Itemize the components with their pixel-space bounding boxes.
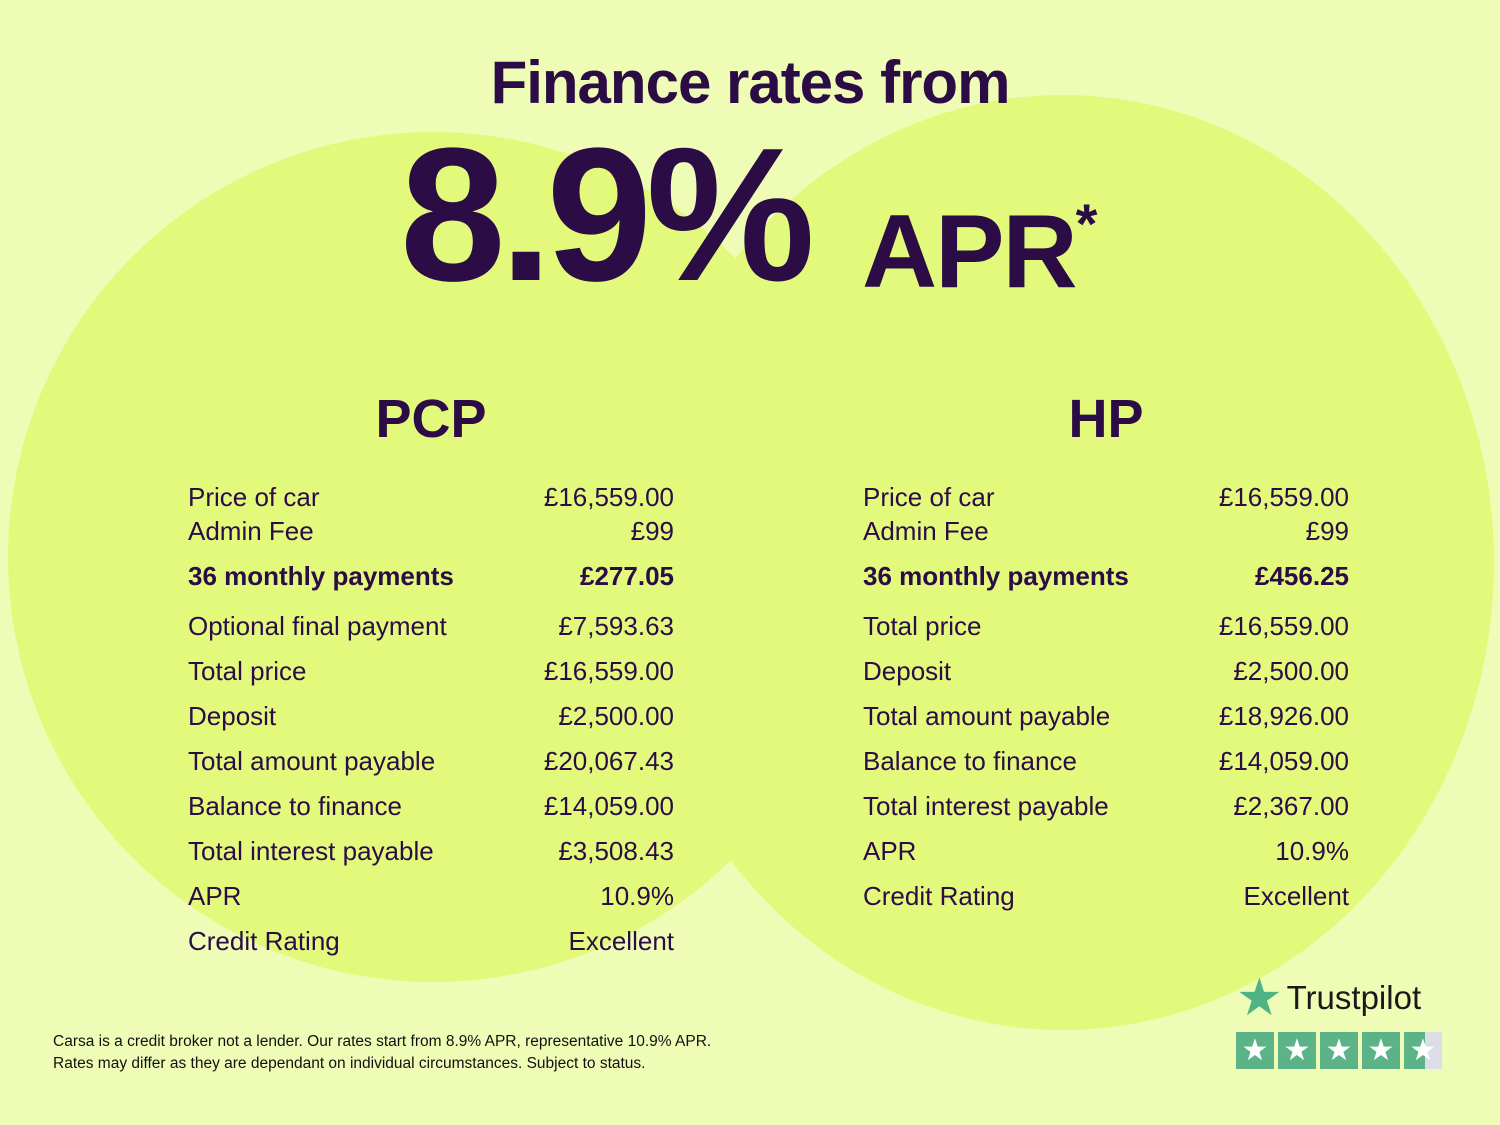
plan-title: PCP xyxy=(375,389,487,449)
trustpilot-star-icon: ★ xyxy=(1236,969,1283,1027)
row-label: Deposit xyxy=(188,701,277,731)
row-label: Price of car xyxy=(188,482,320,512)
table-row: Admin Fee £99 xyxy=(863,514,1349,548)
disclaimer-line: Rates may differ as they are dependant o… xyxy=(53,1055,646,1072)
table-row: Price of car £16,559.00 xyxy=(188,480,674,514)
row-value: £2,367.00 xyxy=(1233,791,1349,821)
table-row: Credit Rating Excellent xyxy=(188,919,674,964)
table-row: Admin Fee £99 xyxy=(188,514,674,548)
table-row: Total price £16,559.00 xyxy=(863,604,1349,649)
row-value: £14,059.00 xyxy=(543,791,674,821)
table-row: Total amount payable £18,926.00 xyxy=(863,694,1349,739)
row-value: £20,067.43 xyxy=(543,746,674,776)
row-label: Total interest payable xyxy=(188,836,434,866)
table-row: Credit Rating Excellent xyxy=(863,874,1349,919)
table-row: APR 10.9% xyxy=(863,829,1349,874)
row-value: £99 xyxy=(1305,516,1349,546)
table-row: Deposit £2,500.00 xyxy=(863,649,1349,694)
table-row: 36 monthly payments £456.25 xyxy=(863,548,1349,604)
trustpilot-badge: ★ Trustpilot ★ ★ ★ ★ ★ xyxy=(1236,972,1442,1069)
row-value: £277.05 xyxy=(580,561,674,591)
row-value: £14,059.00 xyxy=(1218,746,1349,776)
row-label: Balance to finance xyxy=(863,746,1077,776)
headline: Finance rates from xyxy=(490,49,1011,116)
row-value: £99 xyxy=(630,516,674,546)
row-value: 10.9% xyxy=(600,881,674,911)
row-label: Optional final payment xyxy=(188,611,447,641)
row-label: 36 monthly payments xyxy=(863,561,1129,591)
row-value: Excellent xyxy=(1243,881,1350,911)
headline-apr: APR* xyxy=(862,196,1097,305)
row-label: Balance to finance xyxy=(188,791,402,821)
row-value: Excellent xyxy=(568,926,675,956)
table-row: Total price £16,559.00 xyxy=(188,649,674,694)
disclaimer: Carsa is a credit broker not a lender. O… xyxy=(53,1031,711,1075)
row-label: Deposit xyxy=(863,656,952,686)
asterisk: * xyxy=(1075,192,1098,255)
row-value: £456.25 xyxy=(1255,561,1349,591)
table-row: Optional final payment £7,593.63 xyxy=(188,604,674,649)
background-circle-right xyxy=(632,95,1494,1030)
trustpilot-label: Trustpilot xyxy=(1286,979,1422,1016)
disclaimer-line: Carsa is a credit broker not a lender. O… xyxy=(53,1033,712,1050)
row-label: Price of car xyxy=(863,482,995,512)
row-label: Credit Rating xyxy=(863,881,1015,911)
star-icon: ★ xyxy=(1278,1032,1316,1069)
star-icon: ★ xyxy=(1320,1032,1358,1069)
row-value: £3,508.43 xyxy=(558,836,674,866)
row-value: 10.9% xyxy=(1275,836,1349,866)
row-value: £16,559.00 xyxy=(1218,611,1349,641)
row-label: APR xyxy=(188,881,242,911)
row-value: £18,926.00 xyxy=(1218,701,1349,731)
row-label: Admin Fee xyxy=(188,516,314,546)
plan-title: HP xyxy=(1068,389,1144,449)
headline-rate: 8.9% xyxy=(400,109,815,321)
pcp-table: PCP Price of car £16,559.00 Admin Fee £99 36… xyxy=(188,388,674,964)
row-value: £2,500.00 xyxy=(558,701,674,731)
trustpilot-rating: ★ ★ ★ ★ ★ xyxy=(1236,1032,1442,1069)
row-value: £16,559.00 xyxy=(543,656,674,686)
row-label: APR xyxy=(863,836,917,866)
table-row: 36 monthly payments £277.05 xyxy=(188,548,674,604)
row-label: Total amount payable xyxy=(188,746,436,776)
row-value: £16,559.00 xyxy=(1218,482,1349,512)
row-label: Total price xyxy=(188,656,307,686)
table-row: Balance to finance £14,059.00 xyxy=(863,739,1349,784)
row-label: Total price xyxy=(863,611,982,641)
star-icon: ★ xyxy=(1362,1032,1400,1069)
row-value: £2,500.00 xyxy=(1233,656,1349,686)
row-label: Total interest payable xyxy=(863,791,1109,821)
half-star-icon: ★ xyxy=(1404,1032,1442,1069)
row-value: £7,593.63 xyxy=(558,611,674,641)
row-label: Admin Fee xyxy=(863,516,989,546)
row-value: £16,559.00 xyxy=(543,482,674,512)
apr-label: APR xyxy=(862,194,1078,310)
row-label: Total amount payable xyxy=(863,701,1111,731)
table-row: Total interest payable £3,508.43 xyxy=(188,829,674,874)
table-row: Price of car £16,559.00 xyxy=(863,480,1349,514)
row-label: Credit Rating xyxy=(188,926,340,956)
row-label: 36 monthly payments xyxy=(188,561,454,591)
table-row: Deposit £2,500.00 xyxy=(188,694,674,739)
hp-table: HP Price of car £16,559.00 Admin Fee £99 36 … xyxy=(863,388,1349,919)
table-row: APR 10.9% xyxy=(188,874,674,919)
star-icon: ★ xyxy=(1236,1032,1274,1069)
table-row: Total amount payable £20,067.43 xyxy=(188,739,674,784)
table-row: Balance to finance £14,059.00 xyxy=(188,784,674,829)
table-row: Total interest payable £2,367.00 xyxy=(863,784,1349,829)
